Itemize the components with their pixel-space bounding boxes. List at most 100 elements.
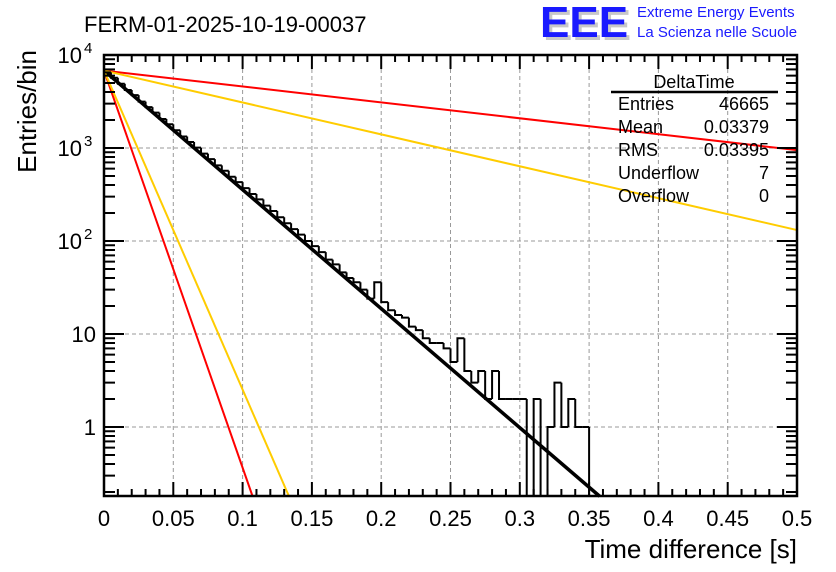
histogram-bin xyxy=(414,326,423,332)
histogram-bin xyxy=(116,77,125,85)
fit-lines xyxy=(102,69,798,498)
logo-letters: EEE xyxy=(540,0,628,47)
histogram-bin xyxy=(241,182,250,190)
y-tick-label: 1 xyxy=(84,415,96,440)
stats-value: 7 xyxy=(759,163,769,183)
logo-line2: La Scienza nelle Scuole xyxy=(637,24,797,41)
y-axis-title: Entries/bin xyxy=(12,50,42,173)
histogram-bin xyxy=(567,398,576,427)
stats-value: 0.03395 xyxy=(704,140,769,160)
histogram-bin xyxy=(484,371,493,401)
histogram-bin xyxy=(491,370,500,400)
histogram-bin xyxy=(109,72,118,79)
histogram-bin xyxy=(144,101,153,109)
histogram-bin xyxy=(158,112,167,121)
stats-label: Underflow xyxy=(618,163,700,183)
histogram-bin xyxy=(449,348,458,363)
histogram-bin xyxy=(179,130,188,138)
histogram-bin xyxy=(130,90,139,97)
histogram-bin xyxy=(400,315,409,319)
histogram-bin xyxy=(421,330,430,340)
x-tick-label: 0.05 xyxy=(152,506,195,531)
histogram-bin xyxy=(525,399,534,497)
y-tick-label: 10 xyxy=(58,229,82,254)
histogram-bin xyxy=(366,289,375,300)
histogram-bin xyxy=(498,371,506,401)
y-tick-label: 10 xyxy=(58,136,82,161)
histogram-bin xyxy=(206,153,215,161)
y-tick-exponent: 4 xyxy=(84,40,92,57)
x-tick-label: 0.5 xyxy=(782,506,813,531)
x-tick-label: 0.3 xyxy=(505,506,536,531)
fit-line-red-shallow xyxy=(103,69,798,152)
y-tick-label: 10 xyxy=(58,43,82,68)
histogram-bin xyxy=(248,188,257,196)
fit-line-yellow-steep xyxy=(103,70,290,497)
histogram-bin xyxy=(373,281,382,299)
stats-value: 0 xyxy=(759,186,769,206)
histogram-bin xyxy=(470,371,479,384)
fit-line-yellow-shallow xyxy=(103,69,798,232)
histogram-bin xyxy=(588,427,597,497)
histogram-bin xyxy=(297,229,305,236)
x-axis: 0 0.05 0.1 0.15 0.2 0.25 0.3 0.35 0.4 0.45 0.5 xyxy=(98,55,812,531)
stats-label: Overflow xyxy=(618,186,690,206)
histogram-bin xyxy=(276,211,285,219)
histogram-bin xyxy=(234,176,243,184)
stats-value: 0.03379 xyxy=(704,117,769,137)
histogram-bin xyxy=(220,165,229,172)
histogram-bin xyxy=(227,170,236,178)
stats-title: DeltaTime xyxy=(653,72,734,92)
histogram-bin xyxy=(165,119,174,126)
x-tick-label: 0.4 xyxy=(643,506,674,531)
histogram-bin xyxy=(574,399,583,428)
histogram-bin xyxy=(477,370,486,383)
chart-title: FERM-01-2025-10-19-00037 xyxy=(84,12,367,37)
histogram-bin xyxy=(137,95,146,103)
x-tick-label: 0.35 xyxy=(568,506,611,531)
histogram-bin xyxy=(269,205,278,213)
x-tick-label: 0.1 xyxy=(227,506,258,531)
histogram-bin xyxy=(317,246,326,254)
histogram-bin xyxy=(213,159,222,167)
histogram-bin xyxy=(560,382,569,428)
histogram-bin xyxy=(324,252,333,261)
histogram-bin xyxy=(456,337,465,362)
logo-letters-shadow: EEE xyxy=(543,1,631,50)
grid xyxy=(104,54,797,496)
histogram-bin xyxy=(290,223,299,231)
stats-label: Mean xyxy=(618,117,663,137)
y-tick-exponent: 2 xyxy=(84,226,92,243)
x-tick-label: 0.25 xyxy=(429,506,472,531)
histogram-bin xyxy=(532,398,541,496)
x-axis-title: Time difference [s] xyxy=(585,534,797,564)
histogram-bin xyxy=(345,272,354,280)
histogram-bin xyxy=(193,142,202,149)
histogram-bin xyxy=(303,234,312,242)
x-tick-label: 0.15 xyxy=(290,506,333,531)
y-tick-label: 10 xyxy=(72,322,96,347)
histogram-bin xyxy=(200,147,208,155)
histogram-bin xyxy=(186,136,195,144)
stats-value: 46665 xyxy=(719,94,769,114)
logo-line1: Extreme Energy Events xyxy=(637,4,795,21)
histogram-bin xyxy=(387,302,396,312)
histogram-bin xyxy=(331,259,340,266)
histogram-bin xyxy=(380,282,389,304)
histogram-bin xyxy=(553,381,562,427)
x-tick-label: 0 xyxy=(98,506,110,531)
histogram-bin xyxy=(352,278,361,284)
stats-label: RMS xyxy=(618,140,658,160)
histogram-bin xyxy=(310,241,319,248)
histogram-bin xyxy=(428,338,437,345)
x-tick-label: 0.2 xyxy=(366,506,397,531)
histogram-bin xyxy=(255,194,264,201)
histogram-bin xyxy=(123,83,132,92)
y-tick-exponent: 3 xyxy=(84,133,92,150)
histogram-bin xyxy=(151,107,160,114)
stats-box: DeltaTime Entries 46665 Mean 0.03379 RMS 0.03… xyxy=(611,72,778,206)
histogram-bin xyxy=(262,199,271,207)
stats-label: Entries xyxy=(618,94,674,114)
